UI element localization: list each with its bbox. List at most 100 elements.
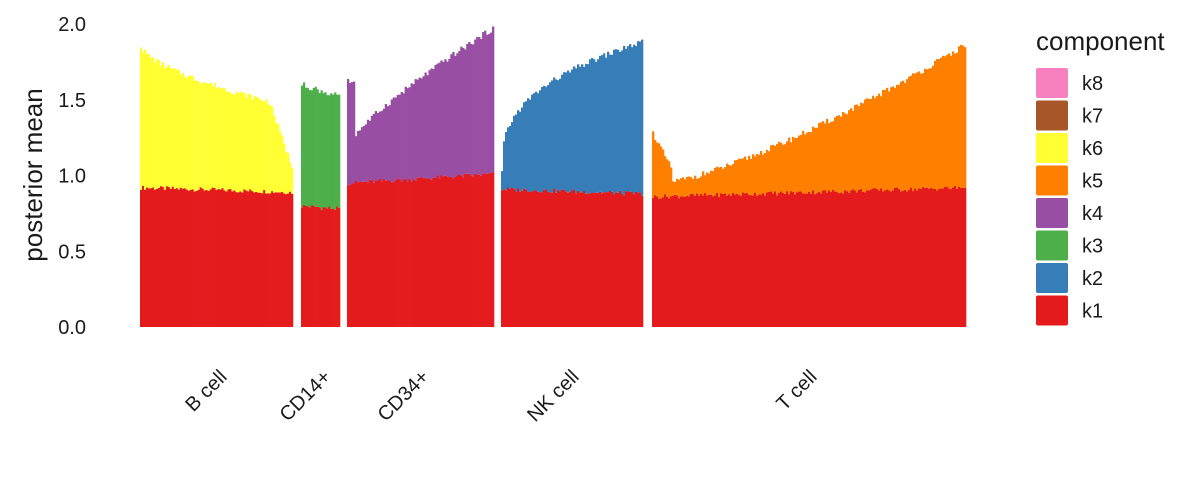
bar-segment-k1 (561, 189, 564, 327)
bar-segment-k5 (770, 145, 773, 192)
bar-segment-k6 (269, 105, 272, 194)
bar-segment-k1 (780, 191, 783, 327)
bar-segment-k1 (938, 189, 941, 327)
bar-segment-k1 (141, 185, 145, 327)
bar-segment-k4 (458, 50, 461, 175)
bar-segment-k1 (591, 192, 594, 327)
bar-segment-k2 (573, 66, 576, 190)
bar-segment-k1 (161, 186, 165, 327)
bar-segment-k1 (452, 178, 455, 327)
bar-segment-k1 (654, 195, 657, 327)
bar-segment-k6 (201, 83, 204, 189)
bar-segment-k1 (402, 179, 405, 327)
bar-segment-k5 (782, 144, 785, 193)
bar-segment-k5 (884, 89, 887, 191)
bar-segment-k1 (876, 188, 879, 327)
bar-segment-k1 (446, 176, 449, 327)
bar-segment-k1 (770, 191, 773, 327)
bar-segment-k1 (253, 192, 256, 327)
bar-segment-k1 (814, 194, 817, 327)
bar-segment-k3 (334, 92, 337, 210)
bar-segment-k1 (249, 189, 252, 327)
bar-segment-k1 (533, 190, 536, 327)
bar-segment-k6 (267, 104, 270, 194)
bar-segment-k5 (908, 76, 911, 190)
bar-segment-k5 (954, 53, 957, 187)
bar-segment-k5 (754, 156, 757, 193)
bar-segment-k1 (912, 191, 915, 327)
bar-segment-k6 (169, 68, 173, 189)
bar-segment-k1 (557, 189, 560, 327)
bar-segment-k5 (740, 158, 743, 196)
bar-segment-k5 (702, 171, 705, 196)
bar-segment-k2 (641, 39, 644, 196)
bar-segment-k1 (563, 189, 566, 327)
bar-segment-k3 (308, 90, 312, 208)
bar-segment-k6 (227, 91, 230, 190)
bar-segment-k1 (436, 175, 439, 327)
bar-segment-k6 (153, 62, 157, 190)
bar-segment-k1 (732, 192, 735, 327)
bar-segment-k2 (627, 46, 630, 192)
bar-segment-k1 (221, 188, 224, 327)
bar-segment-k1 (360, 181, 364, 327)
bar-segment-k1 (593, 193, 596, 327)
bar-segment-k5 (916, 72, 919, 191)
bar-segment-k1 (571, 190, 574, 327)
bar-segment-k1 (856, 192, 859, 327)
bar-segment-k1 (217, 188, 220, 327)
bar-segment-k3 (304, 87, 308, 206)
bar-segment-k1 (547, 192, 550, 327)
bar-segment-k1 (850, 190, 853, 327)
bar-segment-k1 (503, 189, 506, 327)
bar-segment-k1 (541, 192, 544, 327)
bar-segment-k4 (406, 88, 409, 182)
bar-segment-k2 (597, 59, 600, 193)
bar-segment-k1 (619, 190, 622, 327)
bar-segment-k4 (442, 61, 445, 177)
bar-segment-k1 (700, 193, 703, 327)
bar-segment-k6 (140, 47, 143, 190)
bar-segment-k1 (505, 190, 508, 327)
bar-segment-k5 (732, 163, 735, 193)
bar-segment-k2 (559, 78, 562, 192)
bar-segment-k1 (952, 187, 955, 327)
bar-segment-k1 (605, 192, 608, 327)
bar-segment-k2 (547, 85, 550, 193)
bar-segment-k2 (557, 80, 560, 190)
bar-segment-k1 (790, 191, 793, 327)
bar-segment-k5 (654, 139, 657, 196)
bar-segment-k5 (816, 127, 819, 194)
bar-segment-k1 (880, 188, 883, 327)
bar-segment-k1 (844, 190, 847, 327)
bar-segment-k5 (912, 73, 915, 192)
bar-segment-k2 (537, 93, 540, 192)
bar-segment-k1 (193, 191, 196, 327)
bar-segment-k4 (452, 52, 455, 179)
bar-segment-k5 (926, 69, 929, 188)
bar-segment-k1 (279, 192, 282, 327)
bar-segment-k5 (760, 151, 763, 195)
bar-segment-k1 (430, 179, 433, 327)
bar-segment-k3 (306, 88, 310, 207)
bar-segment-k6 (211, 86, 214, 188)
bar-segment-k5 (678, 179, 681, 199)
bar-segment-k1 (555, 192, 558, 327)
bar-segment-k1 (199, 187, 202, 327)
bar-segment-k1 (354, 180, 358, 327)
bar-segment-k1 (800, 191, 803, 327)
bar-segment-k1 (291, 193, 294, 327)
bar-segment-k1 (704, 193, 707, 327)
bar-segment-k1 (922, 187, 925, 327)
bar-segment-k4 (428, 70, 431, 179)
bar-segment-k2 (555, 79, 558, 193)
bar-segment-k1 (676, 195, 679, 327)
bar-segment-k1 (686, 195, 689, 327)
bar-segment-k6 (257, 97, 260, 193)
bar-segment-k5 (874, 98, 877, 189)
bar-segment-k2 (571, 69, 574, 191)
bar-segment-k1 (312, 205, 315, 327)
bar-segment-k5 (664, 156, 667, 195)
bar-segment-k2 (631, 47, 634, 193)
bar-segment-k4 (347, 79, 350, 186)
